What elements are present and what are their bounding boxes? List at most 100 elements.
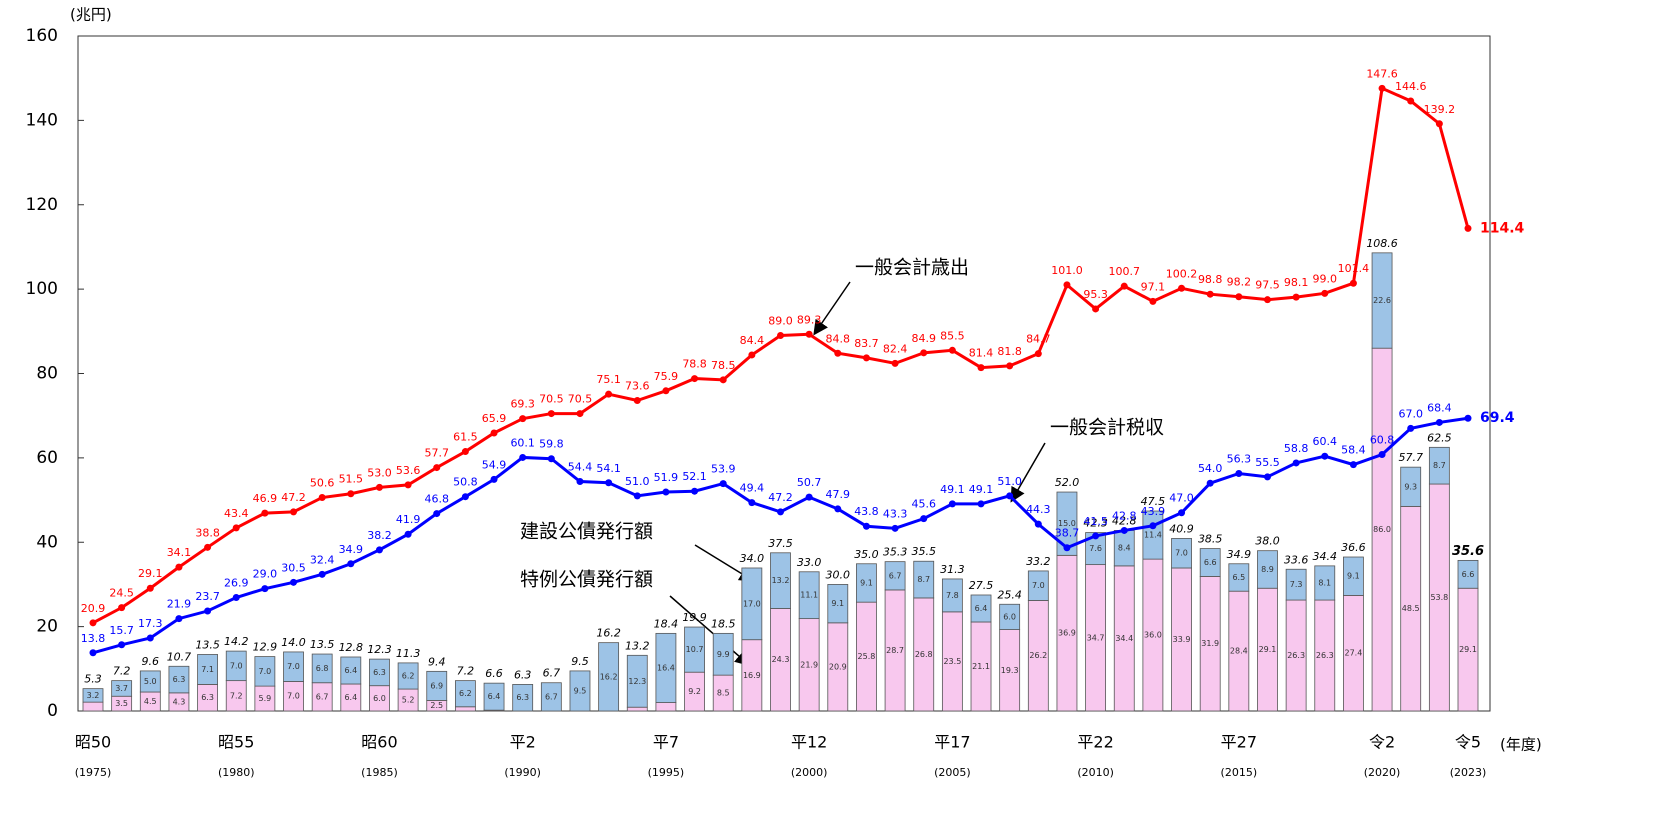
point-label: 84.7 <box>1026 333 1051 346</box>
point-label: 70.5 <box>539 393 564 406</box>
segment-label: 16.9 <box>743 671 761 680</box>
segment-label: 6.3 <box>516 693 529 702</box>
point-label: 60.1 <box>510 436 535 449</box>
total-label: 19.9 <box>682 611 707 624</box>
y-tick-label: 20 <box>36 617 58 637</box>
point <box>862 522 870 530</box>
point-label: 84.8 <box>826 332 851 345</box>
point-label: 38.8 <box>195 526 220 539</box>
point-label: 38.2 <box>367 529 392 542</box>
x-year-label: (1975) <box>75 766 112 779</box>
point <box>290 578 298 586</box>
y-tick-label: 80 <box>36 364 58 384</box>
bar-segment <box>397 662 419 690</box>
total-label: 57.7 <box>1398 451 1423 464</box>
point <box>920 349 928 357</box>
segment-label: 6.7 <box>316 692 329 701</box>
bar-segment <box>1285 568 1307 601</box>
segment-label: 31.9 <box>1201 639 1219 648</box>
segment-label: 28.7 <box>886 646 904 655</box>
segment-label: 3.7 <box>115 684 128 693</box>
x-year-label: (1985) <box>361 766 398 779</box>
x-tick-label: 昭60 <box>361 733 397 752</box>
bar-segment <box>1056 491 1078 556</box>
y-tick-label: 120 <box>26 195 58 215</box>
point <box>1034 520 1042 528</box>
segment-label: 7.6 <box>1089 544 1102 553</box>
total-label: 9.5 <box>571 655 589 668</box>
point <box>1349 279 1357 287</box>
y-tick-label: 140 <box>26 110 58 130</box>
x-year-label: (2023) <box>1450 766 1487 779</box>
bar-segment <box>1314 565 1336 601</box>
segment-label: 6.3 <box>373 668 386 677</box>
point-label: 46.8 <box>425 493 450 506</box>
segment-label: 3.2 <box>87 691 100 700</box>
point <box>1321 452 1329 460</box>
point-label: 83.7 <box>854 337 879 350</box>
point-label: 81.8 <box>997 345 1022 358</box>
segment-label: 9.3 <box>1404 482 1417 491</box>
point-label: 139.2 <box>1424 103 1456 116</box>
point-label: 49.1 <box>969 483 994 496</box>
point <box>1063 544 1071 552</box>
point-label: 69.4 <box>1480 410 1515 426</box>
segment-label: 6.4 <box>344 666 357 675</box>
total-label: 108.6 <box>1366 237 1398 250</box>
point-label: 97.5 <box>1255 279 1280 292</box>
point-label: 29.0 <box>253 568 278 581</box>
point-label: 98.8 <box>1198 273 1223 286</box>
total-label: 12.3 <box>367 643 392 656</box>
segment-label: 9.1 <box>831 599 844 608</box>
x-tick-label: 昭55 <box>218 733 254 752</box>
point-label: 21.9 <box>167 598 192 611</box>
segment-label: 11.4 <box>1144 531 1162 540</box>
segment-label: 8.9 <box>1261 565 1274 574</box>
x-year-label: (2020) <box>1364 766 1401 779</box>
point-label: 34.9 <box>339 543 364 556</box>
bar-segment <box>856 563 877 603</box>
total-label: 25.4 <box>997 588 1022 601</box>
arrow <box>669 595 751 666</box>
point <box>719 376 727 384</box>
point-label: 58.4 <box>1341 444 1366 457</box>
total-label: 35.5 <box>911 545 936 558</box>
bar-segment <box>111 680 133 697</box>
x-year-label: (1995) <box>648 766 685 779</box>
total-label: 52.0 <box>1055 476 1080 489</box>
point-label: 50.8 <box>453 476 478 489</box>
total-label: 33.0 <box>797 556 822 569</box>
total-label: 13.2 <box>625 639 650 652</box>
total-label: 36.6 <box>1341 541 1366 554</box>
point <box>1349 461 1357 469</box>
segment-label: 28.4 <box>1230 647 1248 656</box>
x-year-label: (1990) <box>504 766 541 779</box>
point <box>404 481 412 489</box>
point <box>146 584 154 592</box>
point <box>404 530 412 538</box>
series-annotation: 一般会計歳出 <box>855 257 969 279</box>
point <box>347 560 355 568</box>
point-label: 15.7 <box>109 624 134 637</box>
point-label: 42.8 <box>1112 509 1137 522</box>
point-label: 30.5 <box>281 561 306 574</box>
point-label: 53.9 <box>711 463 736 476</box>
point <box>633 492 641 500</box>
total-label: 14.2 <box>224 635 249 648</box>
total-label: 6.3 <box>514 668 532 681</box>
point <box>1149 522 1157 530</box>
point <box>433 510 441 518</box>
segment-label: 5.9 <box>259 694 272 703</box>
point <box>1206 479 1214 487</box>
point <box>1378 451 1386 458</box>
point-label: 68.4 <box>1427 401 1452 414</box>
segment-label: 8.4 <box>1118 544 1131 553</box>
point <box>118 604 126 612</box>
total-label: 40.9 <box>1169 522 1194 535</box>
point <box>576 410 584 418</box>
point <box>1464 414 1472 422</box>
point <box>920 515 928 523</box>
x-tick-label: 平12 <box>791 733 827 752</box>
segment-label: 6.7 <box>545 692 558 701</box>
